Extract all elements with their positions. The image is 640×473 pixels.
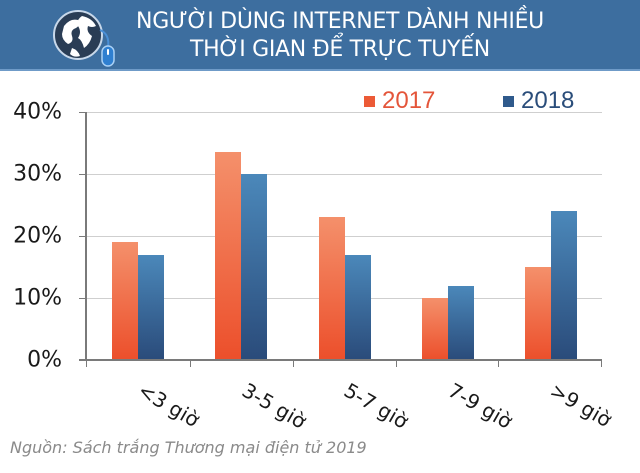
x-tick-mark [190,360,191,367]
x-category-label: 7-9 giờ [444,378,517,434]
bar-2018-1 [138,254,164,360]
x-tick-mark [396,360,397,367]
x-tick-mark [86,360,87,367]
legend-label-2018: 2018 [521,87,575,114]
gridline-30 [86,174,602,175]
y-tick-label: 0% [27,347,62,373]
y-tick-mark [79,174,86,175]
y-axis [85,112,87,361]
legend-item-2018: 2018 [503,86,574,116]
bar-2017-4 [421,298,448,360]
legend-swatch-2018 [503,95,514,107]
x-tick-mark [498,360,499,367]
x-tick-mark [293,360,294,367]
y-tick-label: 20% [13,223,62,249]
bar-2017-5 [525,267,552,360]
bar-2018-5 [551,211,578,360]
bar-2018-3 [344,254,371,360]
y-tick-label: 10% [13,285,62,311]
globe-mouse-icon [53,10,115,67]
x-axis [79,359,602,361]
x-category-label: 5-7 giờ [340,378,413,434]
header-banner: NGƯỜI DÙNG INTERNET DÀNH NHIỀU THỜI GIAN… [0,0,640,71]
chart-title: NGƯỜI DÙNG INTERNET DÀNH NHIỀU THỜI GIAN… [100,8,580,64]
y-tick-mark [79,112,86,113]
title-line-2: THỜI GIAN ĐỂ TRỰC TUYẾN [190,37,490,62]
x-category-label: 3-5 giờ [238,378,311,434]
gridline-40 [86,112,602,113]
bar-2017-3 [318,217,345,360]
y-tick-mark [79,298,86,299]
x-category-label: <3 giờ [134,378,204,432]
title-line-1: NGƯỜI DÙNG INTERNET DÀNH NHIỀU [136,9,544,34]
legend-swatch-2017 [364,95,375,107]
y-tick-label: 30% [13,161,62,187]
x-tick-mark [601,360,602,367]
x-category-label: >9 giờ [546,378,616,432]
bar-2018-4 [447,285,474,360]
y-tick-label: 40% [13,99,62,125]
legend-item-2017: 2017 [364,86,435,116]
bar-2018-2 [241,174,268,360]
y-tick-mark [79,236,86,237]
legend-label-2017: 2017 [382,87,436,114]
bar-2017-1 [112,242,138,360]
source-note: Nguồn: Sách trắng Thương mại điện tử 201… [10,438,367,457]
bar-2017-2 [215,152,242,360]
